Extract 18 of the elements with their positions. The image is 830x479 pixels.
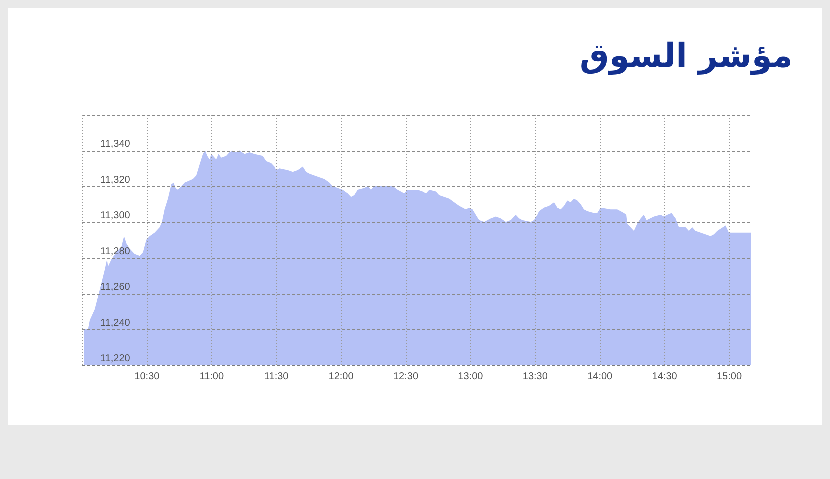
x-tick-label: 10:30 — [134, 372, 160, 382]
x-tick-label: 13:30 — [522, 372, 548, 382]
x-tick-label: 14:30 — [652, 372, 678, 382]
y-tick-label: 11,320 — [100, 174, 131, 186]
y-tick-label: 11,240 — [100, 318, 131, 329]
x-tick-label: 11:00 — [200, 372, 224, 382]
x-tick-label: 13:00 — [458, 372, 484, 382]
y-tick-label: 11,220 — [100, 354, 131, 364]
y-tick-label: 11,340 — [100, 139, 131, 150]
y-tick-label: 11,280 — [100, 246, 131, 258]
y-tick-label: 11,260 — [100, 282, 131, 294]
chart-title: مؤشر السوق — [580, 36, 793, 76]
x-tick-label: 12:30 — [393, 372, 419, 382]
y-tick-label: 11,300 — [100, 210, 131, 222]
x-tick-label: 11:30 — [264, 372, 290, 382]
x-tick-label: 14:00 — [588, 372, 614, 382]
x-tick-label: 12:00 — [328, 372, 354, 382]
x-tick-label: 15:00 — [716, 372, 742, 382]
